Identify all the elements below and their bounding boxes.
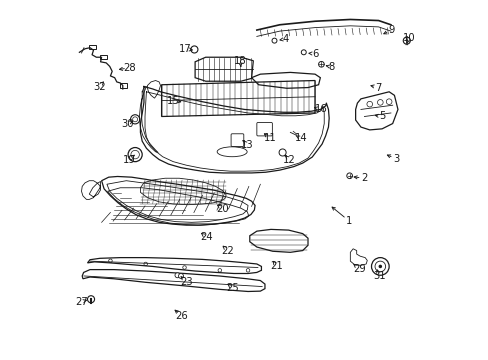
Circle shape: [346, 173, 352, 179]
Text: 26: 26: [175, 311, 188, 321]
Text: 31: 31: [372, 271, 385, 281]
Text: 17: 17: [179, 44, 191, 54]
Text: 2: 2: [361, 173, 367, 183]
Text: 11: 11: [263, 133, 276, 143]
Text: 6: 6: [311, 49, 318, 59]
Circle shape: [190, 46, 198, 53]
Text: 16: 16: [314, 104, 327, 114]
Text: 28: 28: [123, 63, 136, 73]
Text: 25: 25: [225, 283, 238, 293]
Circle shape: [378, 265, 381, 268]
Text: 21: 21: [270, 261, 283, 271]
Text: 14: 14: [294, 133, 306, 143]
Circle shape: [318, 62, 324, 67]
Bar: [100, 55, 107, 59]
Text: 27: 27: [75, 297, 88, 307]
Bar: [88, 45, 96, 49]
Text: 18: 18: [233, 56, 246, 66]
Text: 13: 13: [241, 140, 253, 150]
Circle shape: [271, 38, 276, 43]
Text: 5: 5: [379, 112, 385, 121]
Text: 24: 24: [200, 232, 212, 242]
Text: 32: 32: [93, 81, 105, 91]
Text: 22: 22: [221, 246, 233, 256]
Bar: [120, 83, 126, 87]
Text: 30: 30: [121, 118, 133, 129]
Text: 1: 1: [345, 216, 351, 226]
Circle shape: [87, 296, 94, 303]
Circle shape: [175, 273, 180, 278]
Circle shape: [301, 50, 305, 55]
Text: 19: 19: [122, 154, 135, 165]
Text: 29: 29: [352, 264, 365, 274]
Text: 3: 3: [392, 154, 399, 164]
Text: 15: 15: [166, 96, 179, 105]
Text: 8: 8: [328, 62, 334, 72]
Text: 12: 12: [283, 154, 295, 165]
Text: 23: 23: [180, 276, 192, 287]
Circle shape: [178, 274, 183, 278]
Text: 9: 9: [388, 25, 394, 35]
Text: 10: 10: [403, 33, 415, 43]
Text: 7: 7: [375, 82, 381, 93]
Text: 4: 4: [283, 34, 289, 44]
Text: 20: 20: [216, 204, 228, 214]
